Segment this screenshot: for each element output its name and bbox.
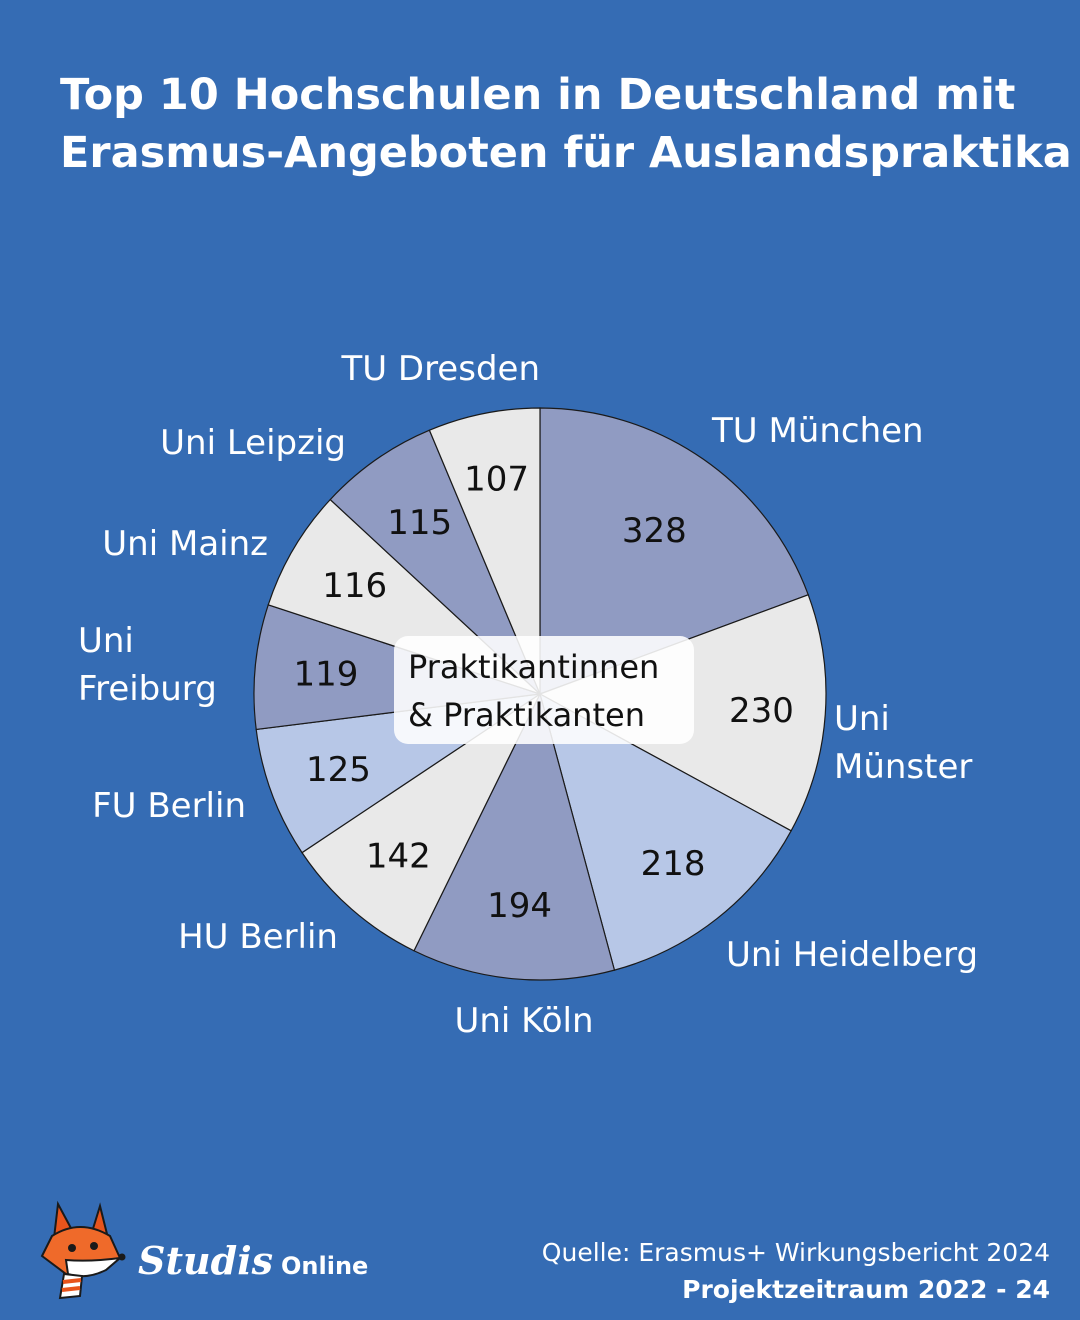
pie-slice-tu-dresden [428, 407, 541, 695]
period-line: Projektzeitraum 2022 - 24 [682, 1275, 1050, 1304]
category-label-uni-mainz: Uni Mainz [102, 524, 268, 564]
value-label-hu-berlin: 142 [366, 837, 431, 877]
value-label-uni-heidelberg: 218 [641, 844, 706, 884]
category-label-uni-leipzig: Uni Leipzig [160, 423, 346, 463]
value-label-uni-freiburg: 119 [294, 654, 359, 694]
brand-suffix: Online [281, 1252, 369, 1280]
fox-icon [40, 1200, 126, 1300]
value-label-uni-leipzig: 115 [387, 503, 452, 543]
category-label-uni-freiburg: Uni Freiburg [78, 621, 217, 709]
pie-slice-uni-koeln [413, 692, 616, 981]
pie-slice-uni-leipzig [329, 429, 541, 695]
value-label-fu-berlin: 125 [306, 750, 371, 790]
pie-slice-hu-berlin [301, 692, 542, 952]
chart-title-line-1: Top 10 Hochschulen in Deutschland mit [60, 70, 1016, 120]
pie-slice-uni-heidelberg [539, 692, 792, 971]
center-label-line-2: & Praktikanten [408, 696, 645, 734]
center-label-line-1: Praktikantinnen [408, 648, 659, 686]
value-label-uni-muenster: 230 [729, 691, 794, 731]
source-line: Quelle: Erasmus+ Wirkungsbericht 2024 [541, 1238, 1050, 1267]
value-label-uni-koeln: 194 [487, 886, 552, 926]
center-label-box [394, 636, 694, 744]
category-label-uni-heidelberg: Uni Heidelberg [726, 935, 978, 975]
brand-name: Studis [138, 1238, 274, 1283]
value-label-tu-muenchen: 328 [622, 511, 687, 551]
pie-slice-tu-muenchen [539, 407, 810, 695]
chart-title: Top 10 Hochschulen in Deutschland mit Er… [60, 66, 1072, 182]
brand-logo: Studis Online [36, 1200, 396, 1310]
category-label-hu-berlin: HU Berlin [178, 917, 338, 957]
brand-wordmark: Studis Online [138, 1238, 368, 1283]
category-label-uni-koeln: Uni Köln [454, 1001, 593, 1041]
category-label-tu-dresden: TU Dresden [340, 349, 540, 389]
source-note: Quelle: Erasmus+ Wirkungsbericht 2024 Pr… [542, 1234, 1050, 1308]
category-label-uni-muenster: Uni Münster [834, 699, 972, 787]
category-label-fu-berlin: FU Berlin [92, 786, 246, 826]
category-label-tu-muenchen: TU München [711, 411, 924, 451]
chart-title-line-2: Erasmus-Angeboten für Auslandspraktika [60, 128, 1072, 178]
value-label-uni-mainz: 116 [322, 566, 387, 606]
value-label-tu-dresden: 107 [464, 459, 529, 499]
